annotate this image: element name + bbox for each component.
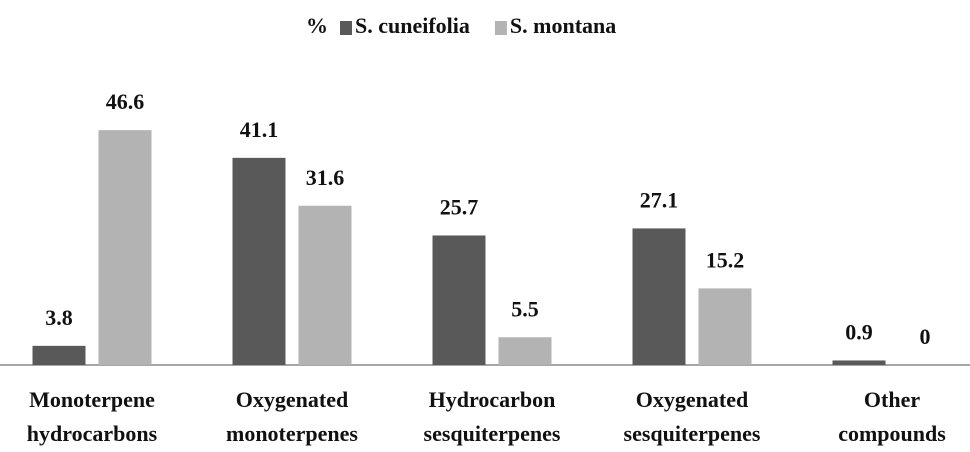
bar — [32, 345, 86, 365]
legend-label: S. montana — [510, 13, 616, 38]
bar — [632, 228, 686, 365]
x-tick-label: Hydrocarbon — [429, 387, 556, 412]
bar — [232, 157, 286, 365]
bar — [832, 360, 886, 365]
legend-label: S. cuneifolia — [355, 13, 470, 38]
data-label: 15.2 — [706, 247, 745, 272]
data-label: 0 — [920, 324, 931, 349]
data-label: 27.1 — [640, 187, 679, 212]
x-tick-label: Other — [864, 387, 920, 412]
data-label: 31.6 — [306, 165, 345, 190]
data-label: 25.7 — [440, 195, 479, 220]
data-label: 46.6 — [106, 89, 145, 114]
x-tick-label: hydrocarbons — [27, 421, 158, 446]
x-tick-label: Monoterpene — [29, 387, 155, 412]
x-tick-label: compounds — [838, 421, 946, 446]
x-tick-label: Oxygenated — [636, 387, 748, 412]
bar — [298, 205, 352, 365]
data-label: 5.5 — [511, 296, 539, 321]
x-tick-label: sesquiterpenes — [424, 421, 561, 446]
data-label: 3.8 — [45, 305, 73, 330]
data-label: 0.9 — [845, 320, 873, 345]
bar — [498, 337, 552, 365]
legend-title: % — [306, 13, 328, 38]
x-tick-label: sesquiterpenes — [624, 421, 761, 446]
bar — [98, 130, 152, 365]
bar — [698, 288, 752, 365]
legend-swatch — [340, 21, 352, 35]
bar — [432, 235, 486, 365]
data-label: 41.1 — [240, 117, 279, 142]
x-tick-label: Oxygenated — [236, 387, 348, 412]
x-tick-label: monoterpenes — [226, 421, 358, 446]
legend-swatch — [494, 21, 507, 35]
